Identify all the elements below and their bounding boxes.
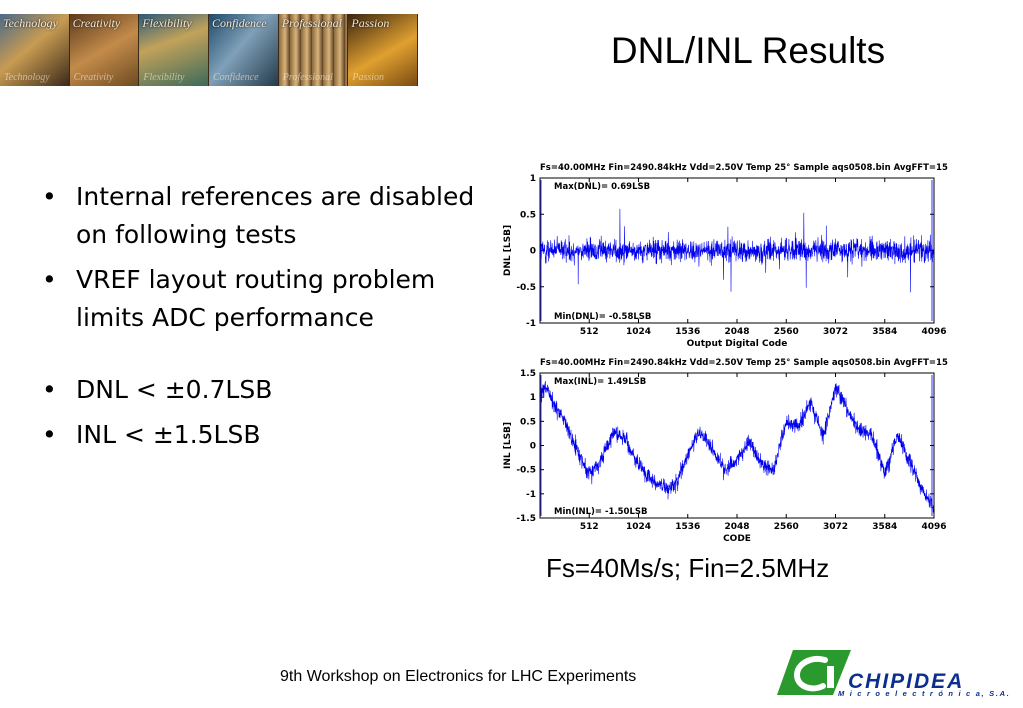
banner-tile-watermark: Technology [4,72,50,83]
x-tick-label: 3072 [823,327,848,337]
y-tick-label: -1 [526,319,536,329]
y-tick-label: -1.5 [516,514,536,524]
bullet-list: Internal references are disabled on foll… [42,178,482,461]
x-tick-label: 2048 [724,522,749,532]
banner-tile-label: Creativity [72,16,121,30]
footer-text: 9th Workshop on Electronics for LHC Expe… [280,668,637,685]
data-series-line [540,380,934,513]
banner-tile-label: Confidence [212,16,267,30]
x-tick-label: 3584 [872,522,897,532]
y-tick-label: -0.5 [516,466,536,476]
header-banner: Technology Technology Creativity Creativ… [0,14,419,86]
banner-tile-watermark: Creativity [73,72,114,83]
x-tick-label: 1024 [626,522,651,532]
banner-tile-creativity: Creativity Creativity [69,14,140,86]
banner-tile-label: Professional [281,16,342,30]
y-tick-label: 1 [530,174,536,184]
x-tick-label: 4096 [921,327,946,337]
x-tick-label: 3584 [872,327,897,337]
y-tick-label: 0.5 [520,417,536,427]
banner-tile-passion: Passion Passion [348,14,419,86]
min-annotation: Min(DNL)= -0.58LSB [554,312,651,322]
x-tick-label: 2560 [774,522,799,532]
banner-tile-watermark: Flexibility [143,72,185,83]
chart-caption: Fs=40Ms/s; Fin=2.5MHz [546,553,830,583]
inl-chart: Fs=40.00MHz Fin=2490.84kHz Vdd=2.50V Tem… [503,358,948,544]
max-annotation: Max(DNL)= 0.69LSB [554,182,650,192]
dnl-chart: Fs=40.00MHz Fin=2490.84kHz Vdd=2.50V Tem… [503,163,948,349]
min-annotation: Min(INL)= -1.50LSB [554,507,647,517]
x-tick-label: 1536 [675,522,700,532]
chipidea-logo [777,650,851,695]
banner-tile-watermark: Confidence [213,72,259,83]
x-tick-label: 2560 [774,327,799,337]
y-tick-label: 0.5 [520,210,536,220]
x-tick-label: 3072 [823,522,848,532]
x-axis-label: Output Digital Code [687,339,788,349]
banner-tile-professional: Professional Professional [278,14,349,86]
banner-tile-label: Flexibility [142,16,192,30]
data-series-line [540,208,934,293]
x-axis-label: CODE [723,534,751,544]
y-tick-label: 1 [530,393,536,403]
bullet-item: INL < ±1.5LSB [42,416,482,454]
bullet-item: Internal references are disabled on foll… [42,178,482,254]
bullet-item: DNL < ±0.7LSB [42,371,482,409]
x-tick-label: 4096 [921,522,946,532]
chart-title: Fs=40.00MHz Fin=2490.84kHz Vdd=2.50V Tem… [540,358,948,368]
bullet-item: VREF layout routing problem limits ADC p… [42,261,482,337]
x-tick-label: 2048 [724,327,749,337]
banner-tile-watermark: Passion [352,72,385,83]
logo-wordmark: CHIPIDEA [848,670,965,693]
y-tick-label: -1 [526,490,536,500]
x-tick-label: 1024 [626,327,651,337]
x-tick-label: 1536 [675,327,700,337]
chart-title: Fs=40.00MHz Fin=2490.84kHz Vdd=2.50V Tem… [540,163,948,173]
logo-subtitle: M i c r o e l e c t r ó n i c a, S.A. [838,689,1011,698]
y-tick-label: -0.5 [516,283,536,293]
banner-tile-watermark: Professional [282,72,333,83]
x-tick-label: 512 [580,522,599,532]
banner-tile-confidence: Confidence Confidence [209,14,279,86]
y-tick-label: 1.5 [520,369,536,379]
banner-tile-label: Passion [351,16,390,30]
slide-title: DNL/INL Results [610,30,886,71]
y-tick-label: 0 [530,442,536,452]
banner-tile-label: Technology [3,16,58,30]
max-annotation: Max(INL)= 1.49LSB [554,377,646,387]
logo-i-glyph [827,666,834,688]
banner-tile-technology: Technology Technology [0,14,70,86]
logo-c-glyph [793,656,828,692]
banner-tile-flexibility: Flexibility Flexibility [139,14,210,86]
y-axis-label: INL [LSB] [503,422,513,469]
y-axis-label: DNL [LSB] [503,225,513,276]
y-tick-label: 0 [530,247,536,257]
plot-frame [539,372,935,519]
x-tick-label: 512 [580,327,599,337]
